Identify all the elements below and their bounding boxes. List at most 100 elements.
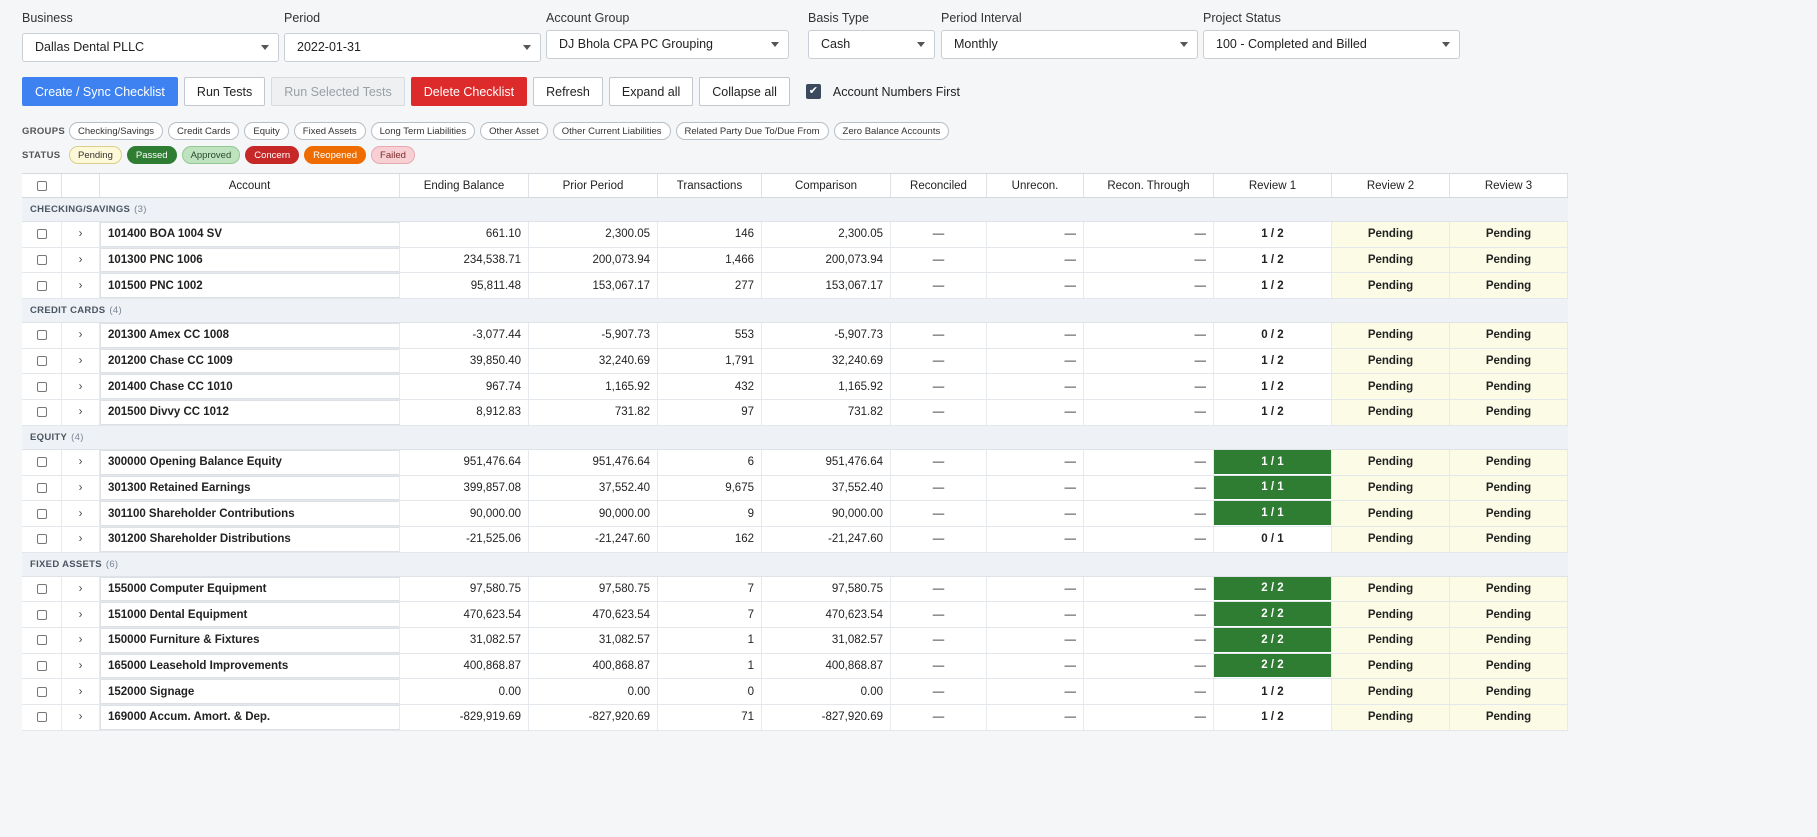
group-chip[interactable]: Equity	[244, 122, 289, 140]
account-name[interactable]: 150000 Furniture & Fixtures	[100, 627, 400, 653]
row-checkbox[interactable]	[36, 583, 47, 594]
chevron-right-icon[interactable]: ›	[62, 374, 100, 400]
chevron-right-icon[interactable]: ›	[62, 323, 100, 348]
table-row[interactable]: › 169000 Accum. Amort. & Dep. -829,919.69-…	[22, 705, 1568, 731]
chevron-right-icon[interactable]: ›	[62, 247, 100, 273]
chevron-right-icon[interactable]: ›	[62, 501, 100, 526]
review-3-status[interactable]: Pending	[1450, 526, 1568, 552]
review-3-status[interactable]: Pending	[1450, 247, 1568, 273]
group-header-row[interactable]: CHECKING/SAVINGS (3)	[22, 198, 1568, 222]
chevron-right-icon[interactable]: ›	[62, 653, 100, 679]
account-name[interactable]: 101500 PNC 1002	[100, 273, 400, 299]
status-chip-passed[interactable]: Passed	[126, 146, 177, 164]
table-row[interactable]: › 101500 PNC 1002 95,811.48 153,067.17 277 15…	[22, 273, 1568, 300]
account-name[interactable]: 101400 BOA 1004 SV	[100, 222, 400, 247]
table-row[interactable]: › 201500 Divvy CC 1012 8,912.83 731.82 97 731…	[22, 400, 1568, 426]
row-checkbox[interactable]	[36, 407, 47, 418]
review-1-status[interactable]: 0 / 2	[1214, 323, 1332, 348]
review-2-status[interactable]: Pending	[1332, 475, 1450, 501]
review-3-status[interactable]: Pending	[1450, 400, 1568, 425]
chevron-right-icon[interactable]: ›	[62, 526, 100, 552]
review-3-status[interactable]: Pending	[1450, 222, 1568, 247]
account-name[interactable]: 152000 Signage	[100, 679, 400, 704]
col-recon-through[interactable]: Recon. Through	[1084, 174, 1214, 197]
review-3-status[interactable]: Pending	[1450, 273, 1568, 299]
review-3-status[interactable]: Pending	[1450, 323, 1568, 348]
review-3-status[interactable]: Pending	[1450, 576, 1568, 602]
row-checkbox[interactable]	[36, 686, 47, 697]
row-checkbox[interactable]	[36, 635, 47, 646]
review-3-status[interactable]: Pending	[1450, 653, 1568, 679]
col-review-1[interactable]: Review 1	[1214, 174, 1332, 197]
account-name[interactable]: 300000 Opening Balance Equity	[100, 449, 400, 475]
checkbox-checked-icon[interactable]: ✔	[805, 84, 821, 99]
review-3-status[interactable]: Pending	[1450, 374, 1568, 400]
table-row[interactable]: › 155000 Computer Equipment 97,580.75 97,58…	[22, 576, 1568, 603]
review-3-status[interactable]: Pending	[1450, 627, 1568, 653]
review-1-status[interactable]: 1 / 2	[1214, 705, 1332, 730]
create-sync-checklist-button[interactable]: Create / Sync Checklist	[22, 77, 178, 106]
business-select[interactable]: Dallas Dental PLLC	[22, 33, 279, 62]
row-checkbox[interactable]	[36, 508, 47, 519]
col-prior-period[interactable]: Prior Period	[529, 174, 658, 197]
group-header-row[interactable]: CREDIT CARDS (4)	[22, 299, 1568, 324]
delete-checklist-button[interactable]: Delete Checklist	[410, 77, 528, 106]
account-name[interactable]: 155000 Computer Equipment	[100, 576, 400, 602]
review-1-status[interactable]: 1 / 2	[1214, 247, 1332, 273]
period-interval-select[interactable]: Monthly	[941, 30, 1198, 59]
review-2-status[interactable]: Pending	[1332, 602, 1450, 627]
row-checkbox[interactable]	[36, 457, 47, 468]
chevron-right-icon[interactable]: ›	[62, 627, 100, 653]
review-1-status[interactable]: 2 / 2	[1214, 627, 1332, 653]
review-2-status[interactable]: Pending	[1332, 576, 1450, 602]
review-1-status[interactable]: 1 / 1	[1214, 475, 1332, 501]
chevron-right-icon[interactable]: ›	[62, 400, 100, 425]
review-2-status[interactable]: Pending	[1332, 247, 1450, 273]
col-transactions[interactable]: Transactions	[658, 174, 762, 197]
group-chip[interactable]: Related Party Due To/Due From	[675, 122, 829, 140]
review-2-status[interactable]: Pending	[1332, 222, 1450, 247]
group-chip[interactable]: Other Asset	[480, 122, 548, 140]
review-2-status[interactable]: Pending	[1332, 627, 1450, 653]
review-1-status[interactable]: 1 / 2	[1214, 400, 1332, 425]
row-checkbox[interactable]	[36, 609, 47, 620]
chevron-right-icon[interactable]: ›	[62, 273, 100, 299]
row-checkbox[interactable]	[36, 712, 47, 723]
row-checkbox[interactable]	[36, 660, 47, 671]
group-chip[interactable]: Other Current Liabilities	[552, 122, 671, 140]
table-row[interactable]: › 301100 Shareholder Contributions 90,000.…	[22, 501, 1568, 527]
account-name[interactable]: 201300 Amex CC 1008	[100, 323, 400, 348]
review-1-status[interactable]: 1 / 2	[1214, 374, 1332, 400]
review-2-status[interactable]: Pending	[1332, 348, 1450, 374]
group-chip[interactable]: Zero Balance Accounts	[833, 122, 950, 140]
row-checkbox[interactable]	[36, 280, 47, 291]
review-2-status[interactable]: Pending	[1332, 273, 1450, 299]
table-row[interactable]: › 201300 Amex CC 1008 -3,077.44 -5,907.73 55…	[22, 323, 1568, 349]
basis-type-select[interactable]: Cash	[808, 30, 935, 59]
table-row[interactable]: › 101300 PNC 1006 234,538.71 200,073.94 1,46…	[22, 247, 1568, 274]
account-numbers-first-toggle[interactable]: ✔ Account Numbers First	[805, 84, 960, 99]
review-3-status[interactable]: Pending	[1450, 449, 1568, 475]
review-2-status[interactable]: Pending	[1332, 526, 1450, 552]
chevron-right-icon[interactable]: ›	[62, 475, 100, 501]
collapse-all-button[interactable]: Collapse all	[699, 77, 790, 106]
group-chip[interactable]: Checking/Savings	[69, 122, 164, 140]
status-chip-approved[interactable]: Approved	[181, 146, 241, 164]
review-2-status[interactable]: Pending	[1332, 449, 1450, 475]
review-2-status[interactable]: Pending	[1332, 374, 1450, 400]
col-ending-balance[interactable]: Ending Balance	[400, 174, 529, 197]
select-all-checkbox[interactable]	[36, 180, 47, 191]
review-3-status[interactable]: Pending	[1450, 475, 1568, 501]
account-name[interactable]: 165000 Leasehold Improvements	[100, 653, 400, 679]
chevron-right-icon[interactable]: ›	[62, 222, 100, 247]
table-row[interactable]: › 301200 Shareholder Distributions -21,525…	[22, 526, 1568, 553]
row-checkbox[interactable]	[36, 356, 47, 367]
project-status-select[interactable]: 100 - Completed and Billed	[1203, 30, 1460, 59]
review-1-status[interactable]: 2 / 2	[1214, 653, 1332, 679]
refresh-button[interactable]: Refresh	[533, 77, 603, 106]
row-checkbox[interactable]	[36, 229, 47, 240]
review-2-status[interactable]: Pending	[1332, 679, 1450, 704]
review-3-status[interactable]: Pending	[1450, 602, 1568, 627]
col-reconciled[interactable]: Reconciled	[891, 174, 987, 197]
review-3-status[interactable]: Pending	[1450, 705, 1568, 730]
